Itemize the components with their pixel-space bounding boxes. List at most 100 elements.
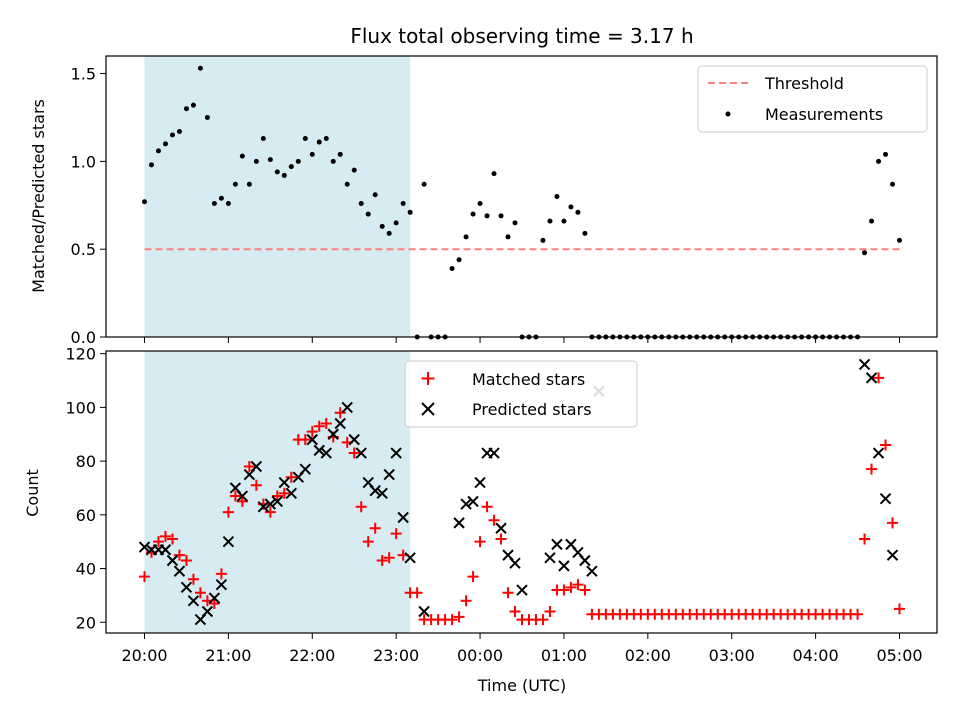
measurement-point xyxy=(449,266,455,272)
predicted-star-point xyxy=(278,476,291,489)
matched-star-point xyxy=(411,587,423,599)
matched-star-point xyxy=(250,479,262,491)
measurement-point xyxy=(512,220,518,226)
measurement-point xyxy=(393,220,399,226)
matched-star-point xyxy=(495,533,507,545)
count-y-axis-label: Count xyxy=(23,469,42,517)
predicted-star-point xyxy=(187,595,200,607)
measurement-point xyxy=(225,201,231,207)
matched-star-point xyxy=(159,530,171,542)
predicted-star-point xyxy=(509,557,521,569)
predicted-star-point xyxy=(858,358,871,371)
predicted-star-point xyxy=(264,498,277,510)
predicted-star-point xyxy=(865,372,878,384)
matched-star-point xyxy=(306,426,318,438)
matched-star-point xyxy=(180,554,192,566)
measurement-point xyxy=(211,201,217,207)
x-tick-label: 20:00 xyxy=(121,646,167,665)
predicted-star-point xyxy=(180,581,193,594)
ratio-panel: 0.0 0.5 1.0 1.5 Matched/Predicted stars Thr… xyxy=(29,55,938,347)
measurement-point xyxy=(204,114,210,120)
measurement-point xyxy=(386,230,392,236)
count-panel-frame xyxy=(105,350,938,634)
count-y-ticks: 20 40 60 80 100 120 xyxy=(65,345,106,632)
matched-star-point xyxy=(579,584,591,596)
legend-measurements-swatch xyxy=(725,111,731,117)
measurement-point xyxy=(883,151,889,157)
ratio-y-tick-label: 0.5 xyxy=(71,240,96,259)
ratio-x-ticks xyxy=(144,337,900,343)
predicted-star-point xyxy=(334,417,346,430)
predicted-star-point xyxy=(257,501,270,513)
measurement-point xyxy=(862,250,868,256)
count-y-tick-label: 60 xyxy=(76,506,96,525)
matched-star-point xyxy=(166,533,178,545)
predicted-star-point xyxy=(138,541,151,553)
predicted-star-point xyxy=(488,447,500,459)
measurement-point xyxy=(498,213,504,219)
ratio-y-tick-label: 1.0 xyxy=(71,152,96,171)
matched-star-point xyxy=(572,579,584,591)
measurement-point xyxy=(372,192,378,198)
measurement-point xyxy=(547,218,553,224)
predicted-star-point xyxy=(453,517,465,529)
predicted-star-point xyxy=(495,522,507,534)
measurement-point xyxy=(554,194,560,199)
measurement-point xyxy=(421,181,427,187)
ratio-legend-box xyxy=(697,65,928,133)
measurement-point xyxy=(239,153,245,159)
measurement-point xyxy=(197,65,203,71)
measurement-point xyxy=(484,213,490,219)
count-y-tick-label: 20 xyxy=(76,613,96,632)
measurement-point xyxy=(176,129,182,135)
predicted-star-point xyxy=(173,565,186,577)
measurement-point xyxy=(142,199,147,205)
matched-star-point xyxy=(467,571,479,583)
predicted-star-point xyxy=(418,605,430,618)
predicted-star-point xyxy=(579,554,591,567)
predicted-star-point xyxy=(551,538,563,551)
matched-star-point xyxy=(488,514,500,526)
matched-star-point xyxy=(355,501,367,513)
measurement-point xyxy=(470,211,476,217)
predicted-star-point xyxy=(460,498,472,510)
matched-star-point xyxy=(558,584,570,596)
matched-star-point xyxy=(348,447,360,459)
ratio-y-ticks: 0.0 0.5 1.0 1.5 xyxy=(71,65,106,347)
measurement-point xyxy=(260,136,266,142)
measurement-point xyxy=(190,102,196,108)
matched-star-point xyxy=(509,606,521,618)
predicted-star-point xyxy=(299,463,311,475)
predicted-star-point xyxy=(544,552,556,564)
x-tick-label: 01:00 xyxy=(541,646,587,665)
predicted-star-point xyxy=(159,544,172,556)
matched-star-point xyxy=(537,614,549,626)
count-panel: 20 40 60 80 100 120 20:00 21:00 22:00 23:00 00:00… xyxy=(23,345,938,695)
measurement-point xyxy=(288,164,294,170)
chart-title: Flux total observing time = 3.17 h xyxy=(350,24,693,48)
measurement-point xyxy=(281,172,287,178)
legend-threshold-label: Threshold xyxy=(764,74,844,93)
matched-star-point xyxy=(334,407,346,419)
x-tick-label: 00:00 xyxy=(457,646,503,665)
measurement-point xyxy=(582,230,588,236)
predicted-star-point xyxy=(341,401,353,414)
matched-star-point xyxy=(859,533,871,545)
measurement-point xyxy=(232,181,238,187)
measurement-point xyxy=(897,237,902,243)
count-legend: Matched stars Predicted stars xyxy=(404,360,638,428)
ratio-y-tick-label: 0.0 xyxy=(71,328,96,347)
count-x-ticks: 20:00 21:00 22:00 23:00 00:00 01:00 02:00 03:00… xyxy=(121,633,923,665)
measurement-point xyxy=(568,204,574,210)
predicted-star-point xyxy=(320,447,332,459)
measurement-point xyxy=(869,218,875,224)
predicted-star-point xyxy=(348,433,360,446)
measurement-point xyxy=(477,201,483,207)
matched-star-point xyxy=(194,587,206,599)
matched-star-point xyxy=(453,611,465,623)
count-y-tick-label: 100 xyxy=(65,398,96,417)
count-y-tick-label: 40 xyxy=(76,560,96,579)
matched-star-point xyxy=(271,490,283,502)
matched-star-point xyxy=(299,434,311,446)
